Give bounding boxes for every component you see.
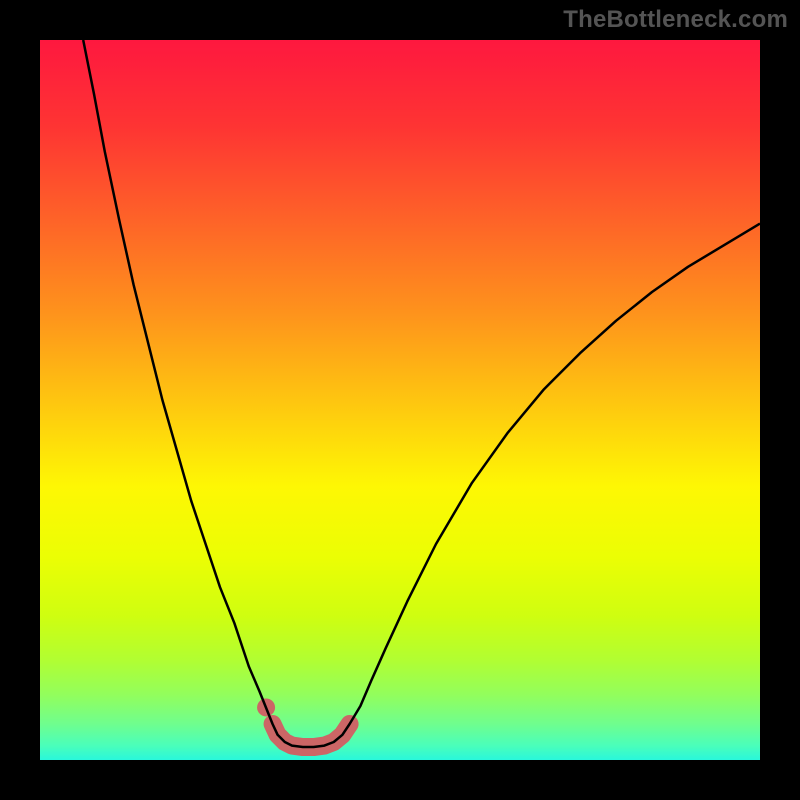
watermark-text: TheBottleneck.com: [563, 6, 788, 34]
chart-background: [40, 40, 760, 760]
bottleneck-chart: [40, 40, 760, 760]
chart-plot-area: [40, 40, 760, 760]
